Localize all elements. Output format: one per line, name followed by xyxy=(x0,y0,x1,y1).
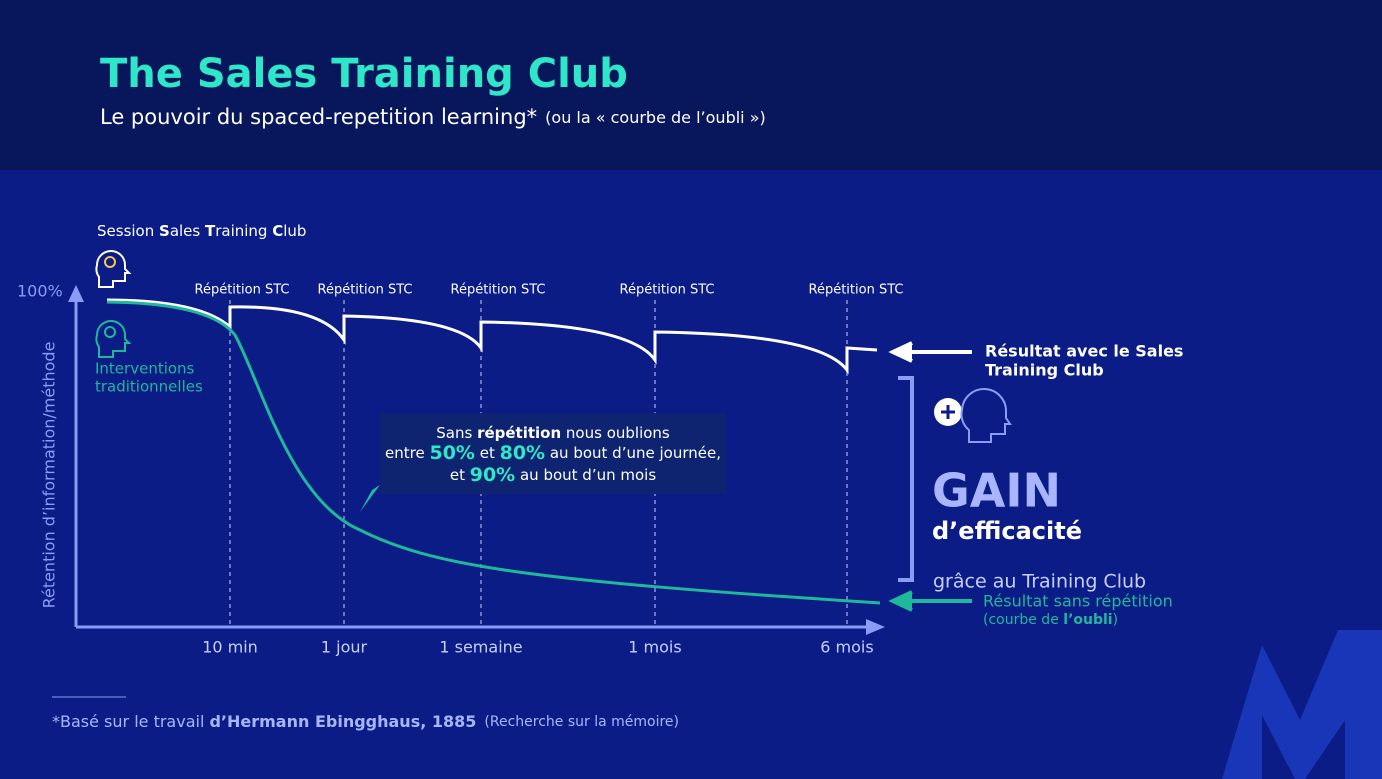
text-fragment: (ou la « courbe de l’oubli ») xyxy=(545,108,766,127)
without-label: Résultat sans répétition xyxy=(983,592,1173,611)
logo xyxy=(1222,630,1382,779)
forgetting-curve xyxy=(106,300,881,605)
text-fragment: S xyxy=(159,222,170,240)
text-fragment: nous oublions xyxy=(561,424,670,442)
callout: Sans répétition nous oublions entre 50% … xyxy=(385,424,721,486)
arrow-with xyxy=(888,341,972,363)
footnote: *Basé sur le travail d’Hermann Ebingghau… xyxy=(52,712,679,731)
text-fragment: (courbe de xyxy=(983,612,1063,628)
callout-line: entre 50% et 80% au bout d’une journée, xyxy=(385,442,721,464)
text-fragment: C xyxy=(272,222,283,240)
icons xyxy=(95,250,132,358)
traditional-label: Interventions xyxy=(95,360,195,378)
text-fragment: l’oubli xyxy=(1063,612,1112,628)
text-fragment: au bout d’un mois xyxy=(515,466,656,484)
gain-subtitle: d’efficacité xyxy=(932,517,1082,545)
y-axis-top: 100% xyxy=(17,282,63,301)
callout-arrow xyxy=(360,485,380,512)
y-axis-label: Rétention d’information/méthode xyxy=(40,342,59,609)
callout-line: Sans répétition nous oublions xyxy=(436,424,670,442)
callout-box xyxy=(380,413,726,494)
callout-line: et 90% au bout d’un mois xyxy=(450,464,656,486)
x-label: 6 mois xyxy=(820,638,873,657)
text-fragment: répétition xyxy=(477,424,561,442)
session-label: Session Sales Training Club xyxy=(97,222,306,240)
repetition-label: Répétition STC xyxy=(620,283,715,298)
repetition-label: Répétition STC xyxy=(809,283,904,298)
repetition-label: Répétition STC xyxy=(451,283,546,298)
x-label: 1 semaine xyxy=(439,638,522,657)
repetition-label: Répétition STC xyxy=(318,283,413,298)
without-note: (courbe de l’oubli) xyxy=(983,612,1118,628)
text-fragment: ) xyxy=(1113,612,1118,628)
text-fragment: au bout d’une journée, xyxy=(545,444,721,462)
header-band xyxy=(0,0,1382,170)
text-fragment: Sans xyxy=(436,424,477,442)
text-fragment: Le pouvoir du spaced-repetition learning… xyxy=(100,105,537,129)
text-fragment: (Recherche sur la mémoire) xyxy=(484,714,679,730)
brain-icon xyxy=(960,388,1012,443)
text-fragment: lub xyxy=(283,222,306,240)
gain-title: GAIN xyxy=(932,464,1061,518)
text-fragment: raining xyxy=(215,222,272,240)
text-fragment: ales xyxy=(170,222,205,240)
text-fragment: d’Hermann Ebingghaus, 1885 xyxy=(209,712,476,731)
repetition-label: Répétition STC xyxy=(195,283,290,298)
x-label: 1 jour xyxy=(321,638,368,657)
text-fragment: 90% xyxy=(470,464,515,486)
x-label: 10 min xyxy=(202,638,258,657)
axes xyxy=(68,285,885,635)
repetitions: Répétition STC Répétition STC Répétition… xyxy=(195,283,904,298)
title: The Sales Training Club xyxy=(100,51,628,97)
text-fragment: et xyxy=(450,466,470,484)
x-label: 1 mois xyxy=(628,638,681,657)
stc-curve xyxy=(106,298,878,375)
traditional-label: traditionnelles xyxy=(95,378,203,396)
arrow-without xyxy=(888,590,972,612)
text-fragment: *Basé sur le travail xyxy=(52,712,209,731)
bracket xyxy=(898,376,914,582)
text-fragment: 80% xyxy=(500,442,545,464)
text-fragment: entre xyxy=(385,444,429,462)
text-fragment: 50% xyxy=(429,442,474,464)
x-labels: 10 min 1 jour 1 semaine 1 mois 6 mois xyxy=(202,638,874,657)
text-fragment: et xyxy=(475,444,500,462)
text-fragment: Session xyxy=(97,222,159,240)
gain-note: grâce au Training Club xyxy=(933,571,1146,593)
with-stc-label: Résultat avec le Sales xyxy=(985,342,1183,361)
text-fragment: T xyxy=(205,222,216,240)
plus-sign xyxy=(941,405,955,419)
with-stc-label: Training Club xyxy=(985,361,1104,380)
subtitle: Le pouvoir du spaced-repetition learning… xyxy=(100,105,766,129)
